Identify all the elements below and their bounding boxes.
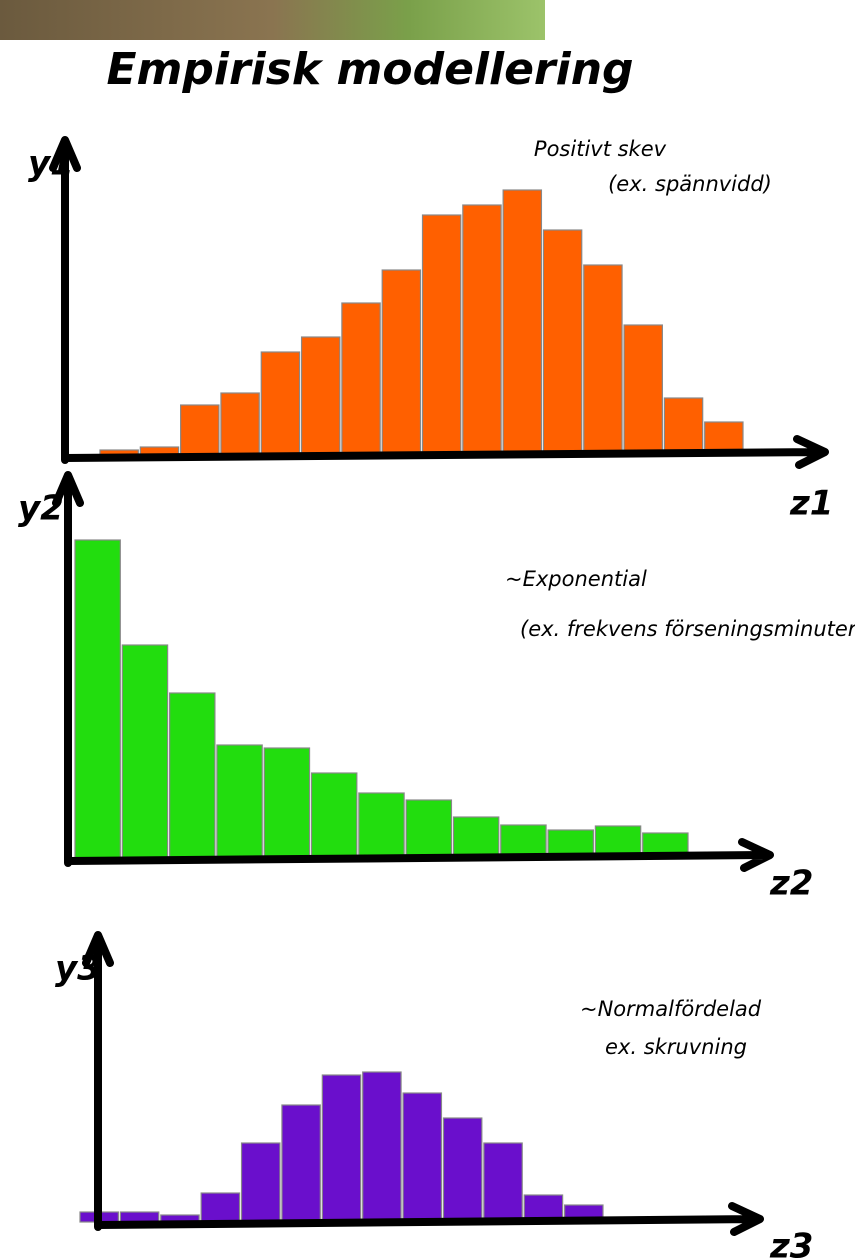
annotation: (ex. frekvens förseningsminuter)	[520, 617, 855, 641]
y-axis	[53, 140, 77, 460]
bar	[264, 748, 309, 858]
bar	[403, 1093, 441, 1222]
bar	[624, 325, 662, 455]
annotation: ~Normalfördelad	[580, 997, 762, 1021]
bar	[181, 405, 219, 455]
bar	[382, 270, 420, 455]
bar	[503, 190, 541, 455]
bar	[170, 693, 215, 858]
bar	[75, 540, 120, 858]
bar	[453, 817, 498, 858]
x-axis-label: z1	[789, 484, 833, 524]
chart: Empirisk modellering y1 z1 Positivt skev (e…	[0, 0, 855, 1258]
bar	[217, 745, 262, 858]
bar	[584, 265, 622, 455]
annotation: (ex. spännvidd)	[608, 172, 772, 196]
bar	[322, 1075, 360, 1222]
bar	[302, 337, 340, 455]
bar	[363, 1072, 401, 1222]
page-title: Empirisk modellering	[106, 44, 633, 95]
bar	[463, 205, 501, 455]
bar	[312, 773, 357, 858]
bar	[543, 230, 581, 455]
x-axis-label: z3	[769, 1227, 813, 1258]
annotation: Positivt skev	[534, 137, 667, 161]
bar	[261, 352, 299, 455]
bar	[443, 1118, 481, 1222]
page: {"title": "Empirisk modellering", "chart…	[0, 0, 855, 1258]
bar	[664, 398, 702, 455]
y-axis-label: y3	[55, 949, 101, 989]
y-axis-label: y2	[18, 489, 64, 529]
bar	[282, 1105, 320, 1222]
header-photo	[0, 0, 545, 40]
y-axis-label: y1	[28, 144, 74, 184]
bar	[423, 215, 461, 455]
bar	[221, 393, 259, 455]
bar	[406, 800, 451, 858]
annotation: ex. skruvning	[605, 1035, 747, 1059]
bar	[201, 1193, 239, 1222]
bar	[342, 303, 380, 455]
bar	[120, 1212, 158, 1222]
bar	[242, 1143, 280, 1222]
x-axis-label: z2	[769, 864, 813, 904]
bar	[484, 1143, 522, 1222]
bar	[359, 793, 404, 858]
bar	[122, 645, 167, 858]
annotation: ~Exponential	[505, 567, 647, 591]
